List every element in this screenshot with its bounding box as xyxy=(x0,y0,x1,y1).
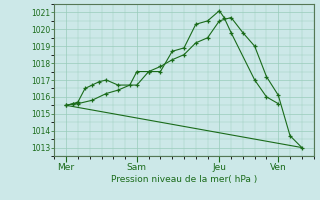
X-axis label: Pression niveau de la mer( hPa ): Pression niveau de la mer( hPa ) xyxy=(111,175,257,184)
